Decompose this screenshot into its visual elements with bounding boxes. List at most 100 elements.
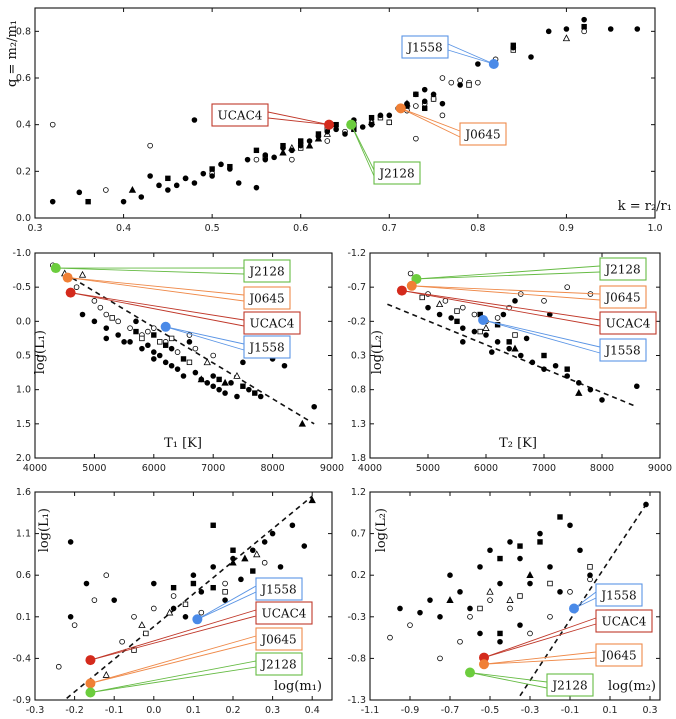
highlight-point xyxy=(50,263,61,274)
filled-triangle-point xyxy=(526,571,534,578)
tag-label: J0645 xyxy=(603,291,640,305)
open-circle-point xyxy=(127,325,133,331)
filled-circle-point xyxy=(457,589,463,595)
leader-line xyxy=(90,660,257,693)
open-square-point xyxy=(517,593,523,599)
filled-circle-point xyxy=(587,386,594,393)
x-tick-label: 7000 xyxy=(532,463,556,474)
x-tick-label: 0.7 xyxy=(382,223,397,234)
y-tick-label: -1.0 xyxy=(12,248,31,259)
x-tick-label: 0.8 xyxy=(470,223,485,234)
y-axis-label: q = m₂/m₁ xyxy=(5,20,20,87)
x-tick-label: 0.3 xyxy=(265,705,280,716)
highlight-point xyxy=(85,655,96,666)
open-circle-point xyxy=(581,28,587,35)
filled-circle-point xyxy=(210,564,217,570)
filled-square-point xyxy=(497,630,503,637)
x-tick-label: 0.4 xyxy=(305,705,320,716)
filled-triangle-point xyxy=(308,496,316,504)
filled-circle-point xyxy=(253,184,260,191)
tag-box xyxy=(459,122,507,146)
filled-triangle-point xyxy=(241,554,249,562)
filled-circle-point xyxy=(204,380,211,386)
highlight-point xyxy=(62,272,73,283)
filled-circle-point xyxy=(192,369,199,376)
y-tick-label: 0.8 xyxy=(351,385,366,396)
filled-circle-point xyxy=(324,128,331,135)
y-tick-label: -1.3 xyxy=(347,695,366,706)
open-square-point xyxy=(182,601,189,608)
y-tick-label: 0.6 xyxy=(16,73,31,84)
filled-circle-point xyxy=(564,373,570,379)
filled-circle-point xyxy=(607,26,614,32)
open-circle-point xyxy=(261,559,268,566)
filled-circle-point xyxy=(417,609,423,616)
open-circle-point xyxy=(527,630,533,637)
tag-box xyxy=(255,577,303,601)
y-tick-label: 1.1 xyxy=(16,529,31,540)
tag-box xyxy=(243,286,291,310)
filled-circle-point xyxy=(174,366,181,372)
panel-2: 4000 5000 6000 7000 8000 9000 -1.0 -0.5 0.0 0.5 1.… xyxy=(12,248,344,474)
filled-circle-point xyxy=(257,393,264,400)
tag-label: UCAC4 xyxy=(602,615,647,629)
y-tick-label: 1.0 xyxy=(16,385,31,396)
open-square-point xyxy=(157,339,163,345)
filled-square-point xyxy=(180,356,187,362)
open-circle-point xyxy=(413,103,419,109)
open-circle-point xyxy=(192,345,199,352)
filled-circle-point xyxy=(557,589,563,595)
highlight-ucac4: UCAC4 xyxy=(211,103,335,130)
tag-box xyxy=(599,257,647,281)
filled-circle-point xyxy=(523,335,530,342)
filled-circle-point xyxy=(262,156,269,163)
filled-circle-point xyxy=(529,359,536,366)
y-tick-label: 0.2 xyxy=(351,570,366,581)
filled-square-point xyxy=(162,342,169,348)
leader-line xyxy=(165,326,245,345)
filled-circle-point xyxy=(262,152,269,158)
filled-circle-point xyxy=(333,126,339,133)
tag-label: J2128 xyxy=(259,658,296,672)
highlight-j1558: J1558 xyxy=(401,35,499,69)
x-tick-label: -0.2 xyxy=(65,705,84,716)
tag-label: J2128 xyxy=(550,679,587,693)
leader-line xyxy=(55,267,245,275)
filled-circle-point xyxy=(250,547,256,554)
open-circle-point xyxy=(73,284,80,290)
filled-square-point xyxy=(210,522,216,528)
x-tick-label: -0.5 xyxy=(481,705,500,716)
filled-circle-point xyxy=(216,386,222,393)
x-axis-label: log(m₁) xyxy=(274,679,322,694)
tag-box xyxy=(243,259,291,283)
open-circle-point xyxy=(131,613,137,620)
y-tick-label: 1.5 xyxy=(16,419,31,430)
filled-circle-point xyxy=(633,383,640,390)
plot-frame xyxy=(34,491,333,701)
filled-circle-point xyxy=(209,173,215,179)
filled-circle-point xyxy=(173,182,180,189)
open-circle-point xyxy=(494,315,501,321)
filled-circle-point xyxy=(190,572,197,578)
highlight-point xyxy=(324,119,335,130)
filled-circle-point xyxy=(477,630,483,637)
filled-circle-point xyxy=(156,182,162,189)
highlight-point xyxy=(478,314,489,325)
open-circle-point xyxy=(459,304,466,311)
open-square-point xyxy=(477,605,483,612)
open-circle-point xyxy=(49,121,56,128)
filled-circle-point xyxy=(238,576,244,583)
filled-circle-point xyxy=(430,91,437,98)
filled-circle-point xyxy=(191,117,198,123)
tag-box xyxy=(243,335,291,359)
y-tick-label: 1.2 xyxy=(351,487,366,498)
filled-circle-point xyxy=(512,298,518,304)
highlight-point xyxy=(488,59,499,69)
open-triangle-point xyxy=(562,34,571,42)
filled-circle-point xyxy=(222,597,228,603)
open-circle-point xyxy=(439,75,446,81)
x-tick-label: 0.3 xyxy=(27,223,42,234)
filled-circle-point xyxy=(234,393,240,400)
filled-circle-point xyxy=(342,131,348,137)
open-triangle-point xyxy=(165,608,174,616)
